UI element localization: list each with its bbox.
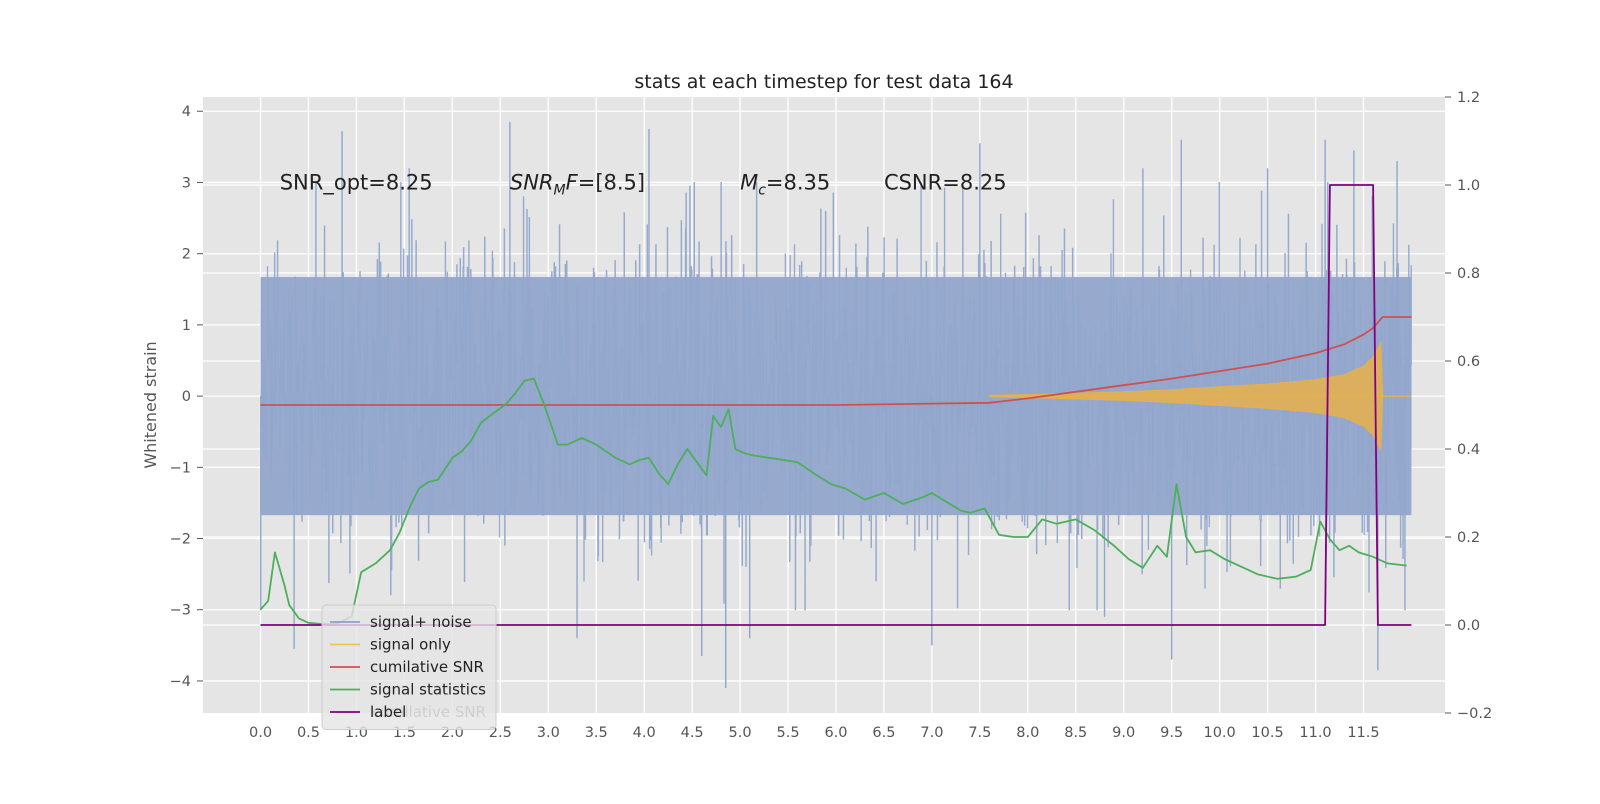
x-tick-label: 6.0 — [824, 725, 847, 741]
x-tick-label: 10.0 — [1203, 725, 1235, 741]
annotation-subscript: M — [554, 182, 566, 198]
x-tick-label: 5.0 — [729, 725, 752, 741]
x-tick-label: 11.0 — [1299, 725, 1331, 741]
y2-tick-label: 1.0 — [1457, 178, 1480, 194]
x-tick-label: 4.5 — [681, 725, 704, 741]
annotation-subscript: c — [758, 182, 766, 198]
series-lines — [259, 184, 1412, 626]
annotation-main: SNR — [510, 170, 554, 194]
y2-tick-label: 0.4 — [1457, 442, 1480, 458]
annotations: SNR_opt=8.25 SNRMF=[8.5] Mc=8.35 CSNR=8.25 — [280, 170, 1007, 198]
y-tick-label: −1 — [170, 460, 191, 476]
series-line-label — [260, 184, 1412, 626]
x-tick-label: 9.0 — [1112, 725, 1135, 741]
y2-tick-label: 0.2 — [1457, 530, 1480, 546]
y-tick-label: 3 — [182, 175, 191, 191]
y-tick-label: −3 — [170, 603, 191, 619]
x-tick-label: 9.5 — [1160, 725, 1183, 741]
annotation-tail-italic: F — [566, 170, 579, 194]
y2-tick-label: 0.6 — [1457, 354, 1480, 370]
x-tick-label: 10.5 — [1251, 725, 1283, 741]
annotation-tail: =8.35 — [766, 170, 830, 194]
y-tick-label: −4 — [170, 674, 191, 690]
x-tick-label: 3.5 — [585, 725, 608, 741]
x-tick-label: 7.0 — [920, 725, 943, 741]
y2-tick-label: −0.2 — [1457, 706, 1492, 722]
noise-trace — [260, 182, 1412, 611]
legend-label-signal-plus-noise: signal+ noise — [370, 613, 472, 631]
y2-tick-label: 1.2 — [1457, 90, 1480, 106]
annotation-main: CSNR=8.25 — [884, 170, 1007, 194]
series-line-signal-statistics — [259, 377, 1407, 625]
annotation-2: Mc=8.35 — [740, 170, 830, 198]
annotation-0: SNR_opt=8.25 — [280, 170, 433, 195]
x-tick-label: 8.0 — [1016, 725, 1039, 741]
y-tick-label: −2 — [170, 532, 191, 548]
chart-title: stats at each timestep for test data 164 — [634, 71, 1013, 93]
x-tick-label: 8.5 — [1064, 725, 1087, 741]
series-line-cumilative-snr — [260, 316, 1412, 406]
y-tick-label: 0 — [182, 389, 191, 405]
x-tick-label: 3.0 — [537, 725, 560, 741]
legend-label-signal-statistics: signal statistics — [370, 681, 486, 699]
annotation-1: SNRMF=[8.5] — [510, 170, 645, 198]
legend-label-signal-only: signal only — [370, 636, 451, 654]
series-signal-only — [988, 340, 1412, 452]
y-tick-label: 2 — [182, 247, 191, 263]
legend-ghost-text: cumilative SNR — [372, 703, 486, 721]
legend-box — [321, 604, 497, 730]
x-tick-label: 5.5 — [777, 725, 800, 741]
legend: cumilative SNR signal+ noise signal only cu… — [321, 604, 497, 730]
legend-label-label: label — [370, 703, 406, 721]
x-tick-label: 4.0 — [633, 725, 656, 741]
x-tick-label: 11.5 — [1347, 725, 1379, 741]
y2-tick-label: 0.8 — [1457, 266, 1480, 282]
y-tick-label: 4 — [182, 104, 191, 120]
annotation-main: SNR_opt=8.25 — [280, 170, 433, 195]
y2-tick-label: 0.0 — [1457, 618, 1480, 634]
annotation-tail: F=[8.5] — [566, 170, 645, 194]
annotation-3: CSNR=8.25 — [884, 170, 1007, 194]
annotation-main: M — [740, 170, 758, 194]
axes: 0.0 0.5 1.0 1.5 2.0 2.5 3.0 3.5 4.0 4.5 5.0 5.5 6.0 6… — [170, 90, 1493, 741]
y-tick-label: 1 — [182, 318, 191, 334]
legend-label-cumilative-snr: cumilative SNR — [370, 658, 484, 676]
x-tick-label: 0.5 — [297, 725, 320, 741]
x-tick-label: 6.5 — [872, 725, 895, 741]
x-tick-label: 7.5 — [968, 725, 991, 741]
y-axis-label: Whitened strain — [141, 341, 160, 468]
x-tick-label: 0.0 — [249, 725, 272, 741]
